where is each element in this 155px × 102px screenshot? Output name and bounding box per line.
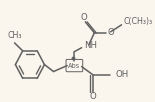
Text: NH: NH <box>84 41 97 50</box>
Text: CH₃: CH₃ <box>7 31 22 40</box>
Text: OH: OH <box>115 70 128 79</box>
Text: O: O <box>108 28 115 37</box>
Text: C(CH₃)₃: C(CH₃)₃ <box>123 17 153 26</box>
Text: O: O <box>89 92 96 101</box>
Text: O: O <box>81 13 88 22</box>
FancyBboxPatch shape <box>66 59 83 72</box>
Text: Abs: Abs <box>68 63 80 69</box>
